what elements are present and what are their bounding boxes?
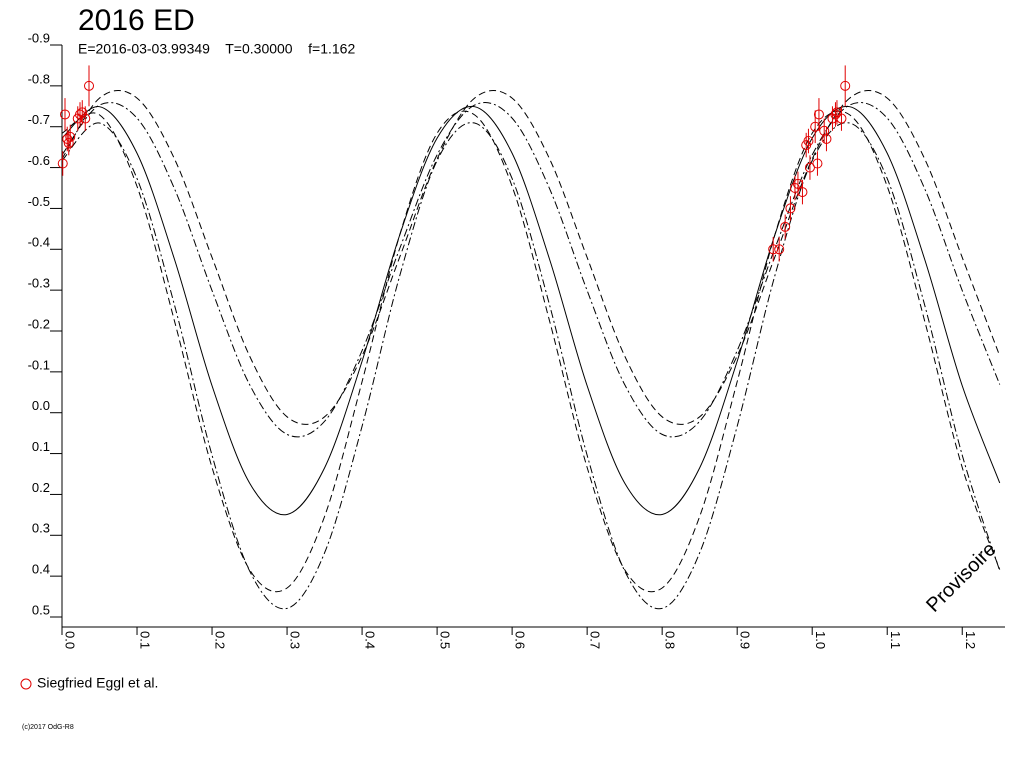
legend-marker <box>20 678 32 690</box>
model-curve <box>61 102 1001 438</box>
y-tick-label: 0.0 <box>32 398 50 413</box>
x-tick-label: 0.3 <box>288 631 303 649</box>
y-tick-label: -0.1 <box>28 357 50 372</box>
model-curve <box>61 105 1001 516</box>
observation <box>821 133 832 144</box>
observation <box>60 109 71 120</box>
y-tick-label: -0.2 <box>28 316 50 331</box>
observation <box>804 162 815 173</box>
observation <box>785 203 796 214</box>
y-tick-label: 0.1 <box>32 439 50 454</box>
y-tick-label: -0.3 <box>28 276 50 291</box>
observation <box>780 221 791 232</box>
footer: (c)2017 OdG-R8 <box>22 724 74 731</box>
x-tick-label: 1.0 <box>813 631 828 649</box>
observation <box>810 121 821 132</box>
observation <box>57 158 68 169</box>
x-tick-label: 1.1 <box>888 631 903 649</box>
observation <box>62 133 73 144</box>
chart-subtitle: E=2016-03-03.99349 T=0.30000 f=1.162 <box>78 41 355 57</box>
x-tick-label: 0.0 <box>63 631 78 649</box>
y-tick-label: 0.2 <box>32 480 50 495</box>
x-tick-label: 1.2 <box>963 631 978 649</box>
y-tick-label: -0.7 <box>28 112 50 127</box>
x-tick-label: 0.9 <box>738 631 753 649</box>
x-tick-label: 0.4 <box>363 631 378 649</box>
y-tick-label: 0.4 <box>32 562 50 577</box>
observation <box>65 131 76 142</box>
x-tick-label: 0.2 <box>213 631 228 649</box>
observation <box>63 138 74 149</box>
observation <box>812 158 823 169</box>
observation <box>84 80 95 91</box>
y-tick-label: -0.4 <box>28 235 50 250</box>
x-tick-label: 0.1 <box>138 631 153 649</box>
observation <box>803 136 814 147</box>
observation <box>77 107 88 118</box>
observation <box>813 109 824 120</box>
observation <box>80 113 91 124</box>
x-tick-label: 0.5 <box>438 631 453 649</box>
observation <box>836 113 847 124</box>
x-tick-label: 0.8 <box>663 631 678 649</box>
y-tick-label: -0.8 <box>28 71 50 86</box>
observation <box>840 80 851 91</box>
observation <box>774 244 785 255</box>
observation <box>797 187 808 198</box>
x-tick-label: 0.6 <box>513 631 528 649</box>
x-tick-label: 0.7 <box>588 631 603 649</box>
model-curve <box>61 122 1001 610</box>
model-curve <box>61 110 1001 593</box>
watermark: Provisoire <box>922 538 1000 616</box>
model-curve <box>61 90 1001 425</box>
y-tick-label: -0.5 <box>28 194 50 209</box>
y-tick-label: 0.5 <box>32 602 50 617</box>
y-tick-label: -0.9 <box>28 30 50 45</box>
y-tick-label: 0.3 <box>32 521 50 536</box>
y-tick-label: -0.6 <box>28 153 50 168</box>
chart-title: 2016 ED <box>78 4 195 37</box>
observation <box>768 244 779 255</box>
legend-label: Siegfried Eggl et al. <box>37 675 158 691</box>
